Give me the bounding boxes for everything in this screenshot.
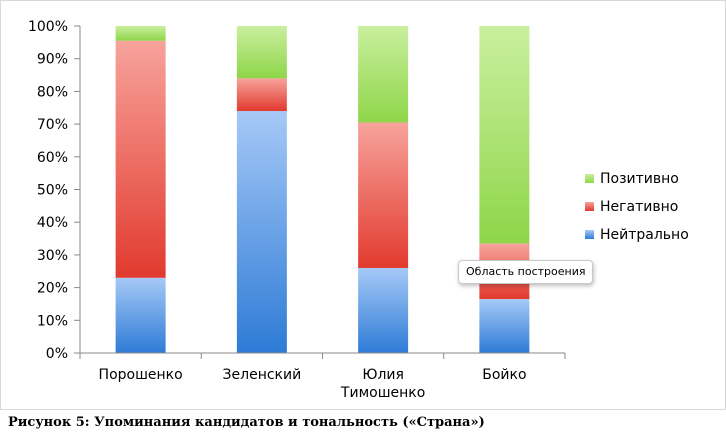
y-tick-label: 20% — [37, 281, 68, 297]
bar-segment[interactable] — [236, 78, 287, 112]
bar-segment[interactable] — [358, 26, 409, 123]
bar-segment[interactable] — [115, 277, 166, 353]
y-tick-label: 70% — [37, 117, 68, 133]
figure-caption: Рисунок 5: Упоминания кандидатов и тонал… — [8, 415, 485, 430]
y-tick-label: 60% — [37, 150, 68, 166]
legend-label: Позитивно — [600, 171, 679, 187]
x-tick-label: Зеленский — [223, 367, 302, 383]
bar-segment[interactable] — [115, 40, 166, 278]
y-axis-ticks: 0% 10% 20% 30% 40% 50% 60% 70% 80% 90% 100% — [28, 19, 80, 362]
legend-label: Нейтрально — [600, 227, 689, 243]
x-tick-label: Бойко — [482, 367, 526, 383]
y-tick-label: 50% — [37, 183, 68, 199]
legend-swatch — [585, 202, 594, 211]
axes — [79, 26, 566, 359]
y-tick-label: 30% — [37, 248, 68, 264]
y-tick-label: 80% — [37, 84, 68, 100]
stacked-bar-chart[interactable]: 0% 10% 20% 30% 40% 50% 60% 70% 80% 90% 100% Пороше… — [0, 0, 726, 410]
y-tick-label: 40% — [37, 215, 68, 231]
x-axis-ticks: Порошенко Зеленский Юлия Тимошенко Бойко — [99, 367, 527, 401]
x-tick-label: Порошенко — [99, 367, 183, 383]
plot-area-tooltip: Область построения — [458, 260, 594, 284]
legend-label: Негативно — [600, 199, 678, 215]
chart-frame: 0% 10% 20% 30% 40% 50% 60% 70% 80% 90% 100% Пороше… — [0, 0, 726, 410]
bar-segment[interactable] — [479, 299, 530, 353]
bar-segment[interactable] — [358, 267, 409, 353]
bar-segment[interactable] — [236, 26, 287, 79]
bar-segment[interactable] — [479, 26, 530, 244]
bar-segment[interactable] — [115, 26, 166, 41]
y-tick-label: 100% — [28, 19, 68, 35]
y-tick-label: 0% — [46, 346, 68, 362]
bars-group — [115, 26, 530, 354]
x-tick-label: Юлия Тимошенко — [340, 367, 425, 401]
legend-swatch — [585, 174, 594, 183]
bar-segment[interactable] — [358, 122, 409, 268]
legend-swatch — [585, 230, 594, 239]
y-tick-label: 10% — [37, 313, 68, 329]
bar-segment[interactable] — [236, 111, 287, 354]
legend: Позитивно Негативно Нейтрально — [585, 171, 689, 243]
y-tick-label: 90% — [37, 52, 68, 68]
